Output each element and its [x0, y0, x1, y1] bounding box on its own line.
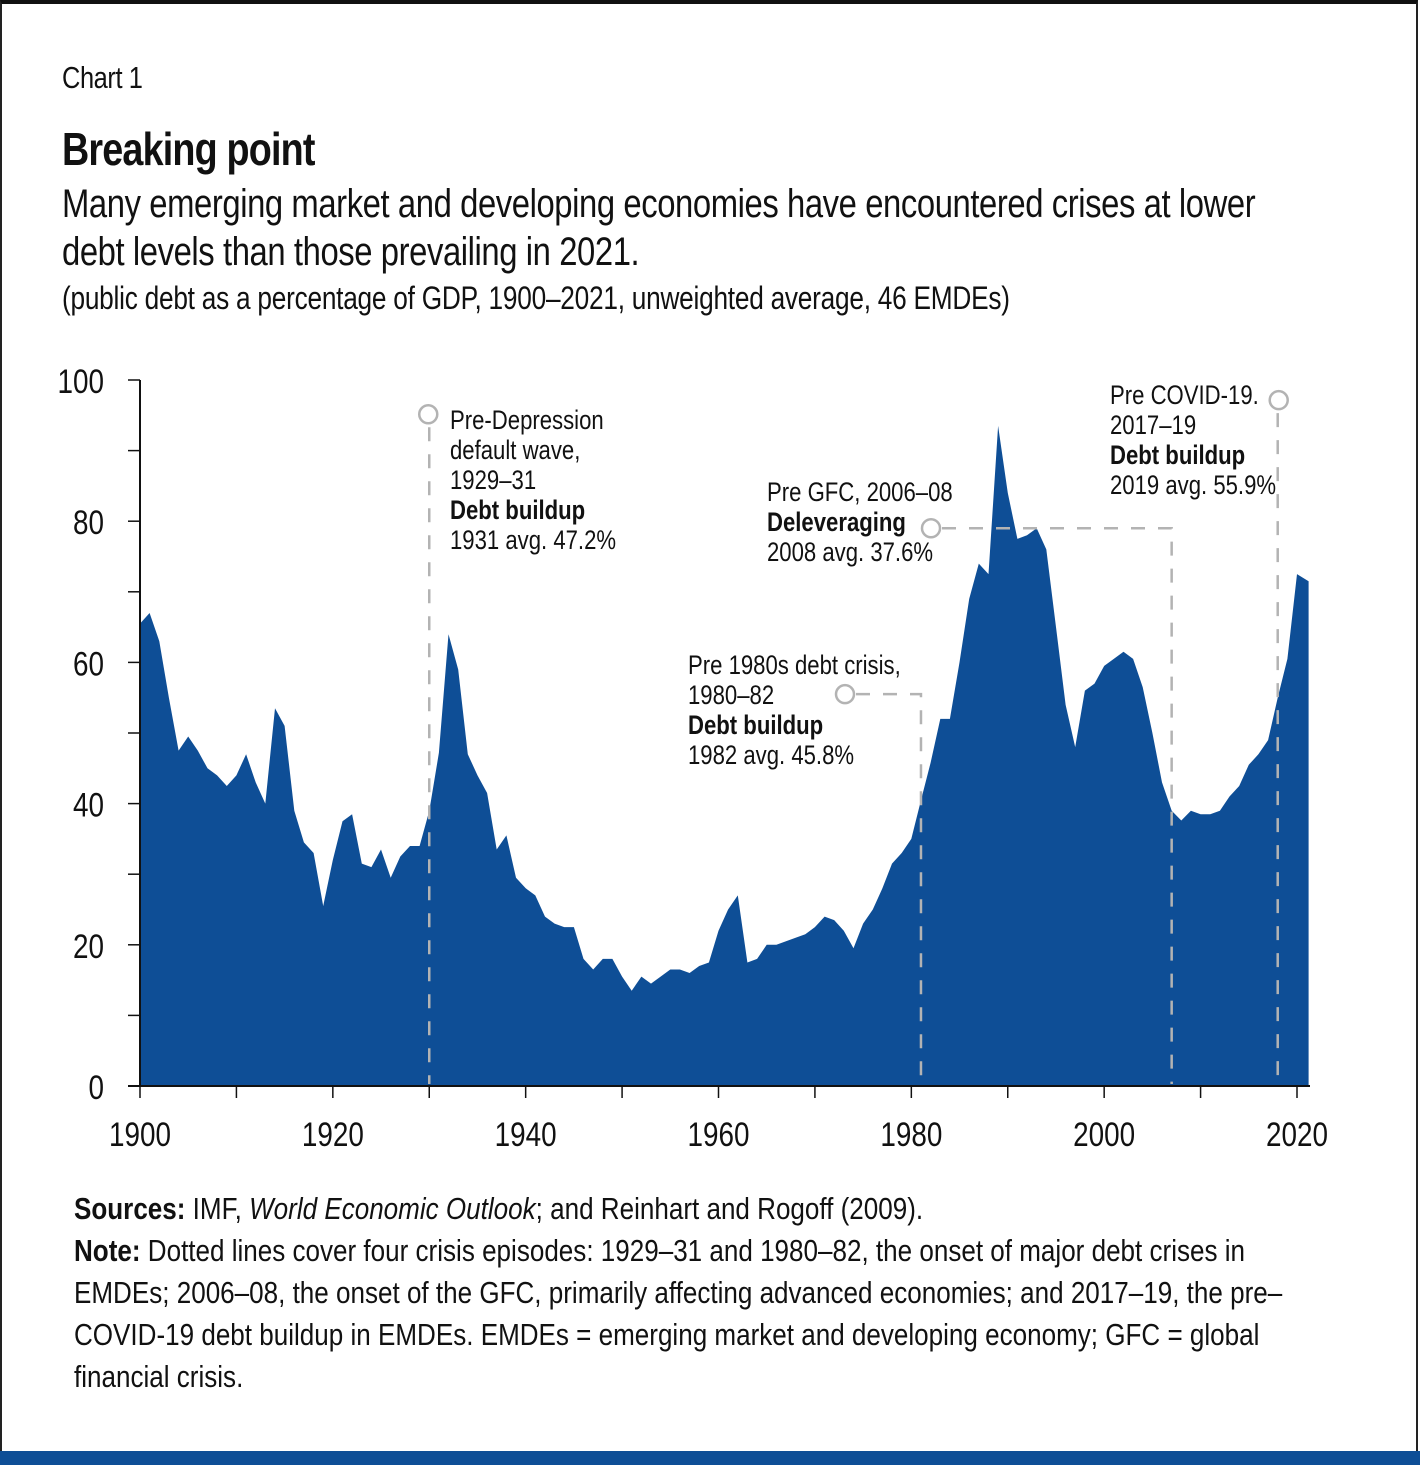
- x-tick-label-group: 2000: [1073, 1115, 1135, 1153]
- x-tick-label-group: 1900: [109, 1115, 171, 1153]
- annotation-lines: [418, 389, 1289, 1084]
- x-tick-label-group: 1920: [302, 1115, 364, 1153]
- y-tick-label: 20: [73, 927, 104, 965]
- pre-depression-annotation-label: Debt buildup: [450, 496, 585, 526]
- sources-post: ; and Reinhart and Rogoff (2009).: [535, 1191, 924, 1226]
- chart-number: Chart 1: [62, 60, 143, 95]
- x-tick-label: 1940: [495, 1115, 557, 1153]
- pre-covid-annotation-avg: 2019 avg. 55.9%: [1110, 471, 1276, 501]
- pre-1980s-annotation-label: Debt buildup: [688, 711, 823, 741]
- x-tick-label: 2020: [1266, 1115, 1328, 1153]
- y-tick-label: 0: [88, 1068, 104, 1106]
- y-tick-label: 100: [57, 362, 104, 400]
- x-tick-label: 2000: [1073, 1115, 1135, 1153]
- x-tick-label-group: 2020: [1266, 1115, 1328, 1153]
- sources-line: Sources: IMF, World Economic Outlook; an…: [74, 1188, 1418, 1230]
- note-label: Note:: [74, 1233, 141, 1268]
- chart-title: Breaking point: [62, 123, 315, 175]
- x-tick-label-group: 1980: [880, 1115, 942, 1153]
- pre-depression-annotation-line: 1929–31: [450, 466, 536, 496]
- pre-1980s-annotation-line: Pre 1980s debt crisis,: [688, 651, 901, 681]
- y-tick-label: 80: [73, 504, 104, 542]
- pre-gfc-marker: [920, 518, 942, 539]
- area-layer: [140, 425, 1309, 1086]
- pre-1980s-annotation-line: 1980–82: [688, 681, 774, 711]
- note-text: Dotted lines cover four crisis episodes:…: [74, 1233, 1283, 1394]
- pre-gfc-annotation-label: Deleveraging: [767, 508, 906, 538]
- sources-label: Sources:: [74, 1191, 186, 1226]
- pre-1980s-annotation-avg: 1982 avg. 45.8%: [688, 741, 854, 771]
- sources-pre: IMF,: [185, 1191, 250, 1226]
- x-tick-label: 1980: [880, 1115, 942, 1153]
- x-tick-label: 1960: [688, 1115, 750, 1153]
- x-tick-label-group: 1960: [688, 1115, 750, 1153]
- pre-gfc-dashed-line: [942, 527, 1173, 1084]
- pre-covid-annotation-label: Debt buildup: [1110, 441, 1245, 471]
- chart-svg: 0 20 40 60 80 100 1900 1920 1940 1960 1980 2000 2020…: [57, 362, 1328, 1153]
- x-tick-label: 1920: [302, 1115, 364, 1153]
- chart-units: (public debt as a percentage of GDP, 190…: [62, 280, 1010, 316]
- y-tick-label: 40: [73, 786, 104, 824]
- chart-subtitle: Many emerging market and developing econ…: [62, 182, 1256, 274]
- pre-1980s-marker: [834, 683, 856, 705]
- pre-depression-marker: [418, 404, 439, 425]
- debt-area: [140, 425, 1309, 1086]
- pre-depression-annotation-line: Pre-Depression: [450, 406, 604, 436]
- pre-gfc-annotation-avg: 2008 avg. 37.6%: [767, 538, 933, 568]
- pre-depression-annotation-line: default wave,: [450, 436, 580, 466]
- axis-layer: 0 20 40 60 80 100 1900 1920 1940 1960 1980 2000 2020: [57, 362, 1328, 1153]
- x-tick-label-group: 1940: [495, 1115, 557, 1153]
- pre-depression-annotation-avg: 1931 avg. 47.2%: [450, 526, 616, 556]
- pre-covid-annotation-line: 2017–19: [1110, 411, 1196, 441]
- footer: Sources: IMF, World Economic Outlook; an…: [74, 1188, 1418, 1398]
- pre-covid-marker: [1268, 389, 1289, 411]
- pre-gfc-annotation-line: Pre GFC, 2006–08: [767, 478, 953, 508]
- note-block: Note: Dotted lines cover four crisis epi…: [74, 1230, 1317, 1398]
- y-tick-label: 60: [73, 645, 104, 683]
- sources-publication: World Economic Outlook: [249, 1191, 536, 1226]
- pre-covid-annotation-line: Pre COVID-19.: [1110, 381, 1259, 411]
- pre-1980s-dashed-line: [856, 692, 923, 1084]
- x-tick-label: 1900: [109, 1115, 171, 1153]
- bottom-accent-bar: [0, 1451, 1420, 1465]
